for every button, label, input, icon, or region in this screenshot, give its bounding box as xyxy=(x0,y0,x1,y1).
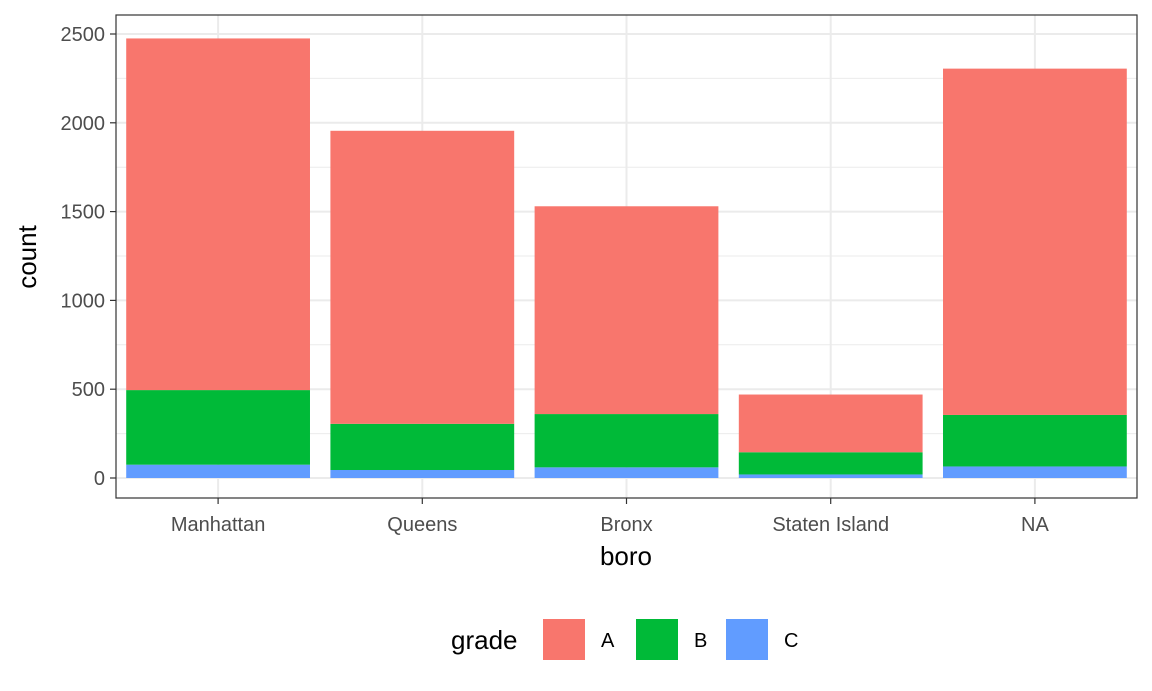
legend-key xyxy=(636,619,678,660)
y-tick-label: 2000 xyxy=(61,113,106,135)
legend-key xyxy=(543,619,585,660)
legend-title: grade xyxy=(451,625,518,655)
legend-label: C xyxy=(784,630,798,652)
y-axis-title: count xyxy=(12,224,42,288)
bar-manhattan-b xyxy=(126,390,310,465)
legend-item-b: B xyxy=(636,619,707,660)
x-axis-title: boro xyxy=(600,541,652,571)
legend-item-a: A xyxy=(543,619,615,660)
x-tick-label: Staten Island xyxy=(772,514,889,536)
x-tick-label: NA xyxy=(1021,514,1049,536)
bars xyxy=(126,38,1127,478)
y-tick-label: 1000 xyxy=(61,290,106,312)
legend-item-c: C xyxy=(726,619,798,660)
bar-na-b xyxy=(943,414,1127,467)
x-axis: Manhattan Queens Bronx Staten Island NA xyxy=(171,498,1049,536)
y-tick-label: 2500 xyxy=(61,24,106,46)
bar-bronx-b xyxy=(534,414,719,468)
bar-queens-b xyxy=(330,423,515,471)
legend-label: B xyxy=(694,630,707,652)
bar-na-a xyxy=(943,68,1127,415)
bar-queens-c xyxy=(330,470,515,478)
bar-bronx-c xyxy=(534,467,719,478)
x-tick-label: Bronx xyxy=(600,514,652,536)
y-tick-label: 1500 xyxy=(61,202,106,224)
plot-panel xyxy=(115,14,1138,499)
bar-na-c xyxy=(943,466,1127,478)
y-axis: 0 500 1000 1500 2000 2500 xyxy=(61,24,116,490)
legend-label: A xyxy=(601,630,615,652)
y-tick-label: 0 xyxy=(94,468,105,490)
bar-staten-island-a xyxy=(738,394,923,453)
legend-key xyxy=(726,619,768,660)
bar-staten-island-b xyxy=(738,452,923,475)
legend: grade A B C xyxy=(451,619,798,660)
bar-queens-a xyxy=(330,130,515,424)
bar-manhattan-a xyxy=(126,38,310,391)
y-tick-label: 500 xyxy=(72,379,105,401)
x-tick-label: Manhattan xyxy=(171,514,266,536)
bar-manhattan-c xyxy=(126,464,310,478)
bar-bronx-a xyxy=(534,206,719,415)
bar-staten-island-c xyxy=(738,474,923,478)
x-tick-label: Queens xyxy=(387,514,457,536)
